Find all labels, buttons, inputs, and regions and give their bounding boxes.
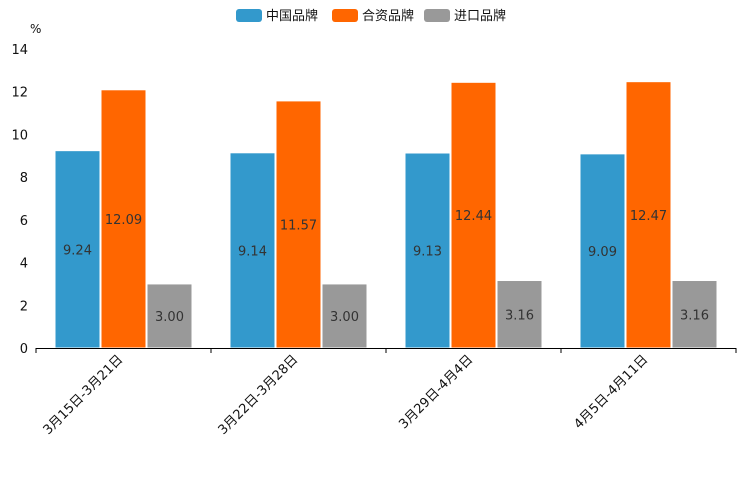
data-label: 12.44 [455, 209, 492, 224]
data-label: 3.16 [680, 308, 709, 323]
bar-1 [54, 150, 101, 349]
data-label: 3.00 [155, 310, 184, 325]
x-axis: 3月15日-3月21日 3月22日-3月28日 3月29日-4月4日 4月5日-4月1… [35, 348, 737, 438]
legend-swatch-2 [332, 9, 358, 22]
bar-2 [450, 81, 497, 349]
bar-3 [321, 283, 368, 349]
x-tick-label: 3月15日-3月21日 [41, 352, 127, 438]
data-label: 9.09 [588, 245, 617, 260]
legend-label-1: 中国品牌 [266, 8, 318, 24]
y-tick-label: 8 [20, 171, 28, 186]
y-tick-label: 4 [20, 257, 28, 272]
data-label: 3.16 [505, 308, 534, 323]
legend-label-3: 进口品牌 [454, 8, 506, 24]
legend-swatch-1 [236, 9, 262, 22]
bar-3 [671, 280, 718, 349]
y-axis-unit-label: % [30, 22, 41, 36]
x-tick-label: 3月22日-3月28日 [216, 352, 302, 438]
bar-2 [100, 89, 147, 349]
bar-2 [625, 81, 672, 349]
bar-2 [275, 100, 322, 349]
x-tick-label: 4月5日-4月11日 [571, 352, 651, 432]
y-tick-label: 14 [11, 43, 28, 58]
data-label: 12.09 [105, 213, 142, 228]
data-label: 11.57 [280, 218, 317, 233]
data-labels: 9.24 12.09 3.00 9.14 11.57 3.00 9.13 12.44 3.16 9… [63, 209, 709, 325]
y-axis: 0 2 4 6 8 10 12 14 [11, 43, 28, 357]
data-label: 9.14 [238, 244, 267, 259]
y-tick-label: 6 [20, 214, 28, 229]
y-tick-label: 0 [20, 342, 28, 357]
data-label: 9.24 [63, 243, 92, 258]
bar-1 [579, 153, 626, 349]
bar-3 [146, 283, 193, 349]
bars [54, 81, 718, 349]
data-label: 3.00 [330, 310, 359, 325]
y-tick-label: 12 [11, 86, 28, 101]
legend: 中国品牌 合资品牌 进口品牌 [236, 8, 506, 24]
y-tick-label: 2 [20, 299, 28, 314]
y-tick-label: 10 [11, 128, 28, 143]
bar-1 [229, 152, 276, 349]
data-label: 12.47 [630, 209, 667, 224]
data-label: 9.13 [413, 245, 442, 260]
x-tick-label: 3月29日-4月4日 [396, 352, 476, 432]
legend-swatch-3 [424, 9, 450, 22]
legend-label-2: 合资品牌 [362, 8, 414, 24]
